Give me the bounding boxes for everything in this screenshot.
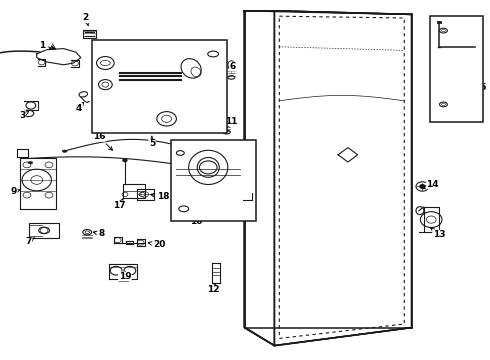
Polygon shape xyxy=(37,49,81,65)
Text: 1: 1 xyxy=(39,40,54,49)
Text: 3: 3 xyxy=(19,111,29,120)
Text: 14: 14 xyxy=(423,180,439,189)
Text: 18: 18 xyxy=(151,192,170,201)
Text: 15: 15 xyxy=(474,83,487,91)
Text: 2: 2 xyxy=(83,13,89,26)
Text: 7: 7 xyxy=(25,238,34,246)
Text: 4: 4 xyxy=(76,102,84,112)
Ellipse shape xyxy=(28,161,33,164)
Text: 11: 11 xyxy=(225,117,238,126)
Text: 6: 6 xyxy=(230,62,236,72)
Text: 8: 8 xyxy=(93,230,104,239)
Bar xyxy=(171,140,256,221)
Text: 10: 10 xyxy=(190,217,202,226)
Text: 12: 12 xyxy=(207,284,220,294)
Bar xyxy=(430,16,483,122)
Ellipse shape xyxy=(213,170,218,172)
Text: 16: 16 xyxy=(93,132,113,150)
Ellipse shape xyxy=(211,154,216,157)
Text: 17: 17 xyxy=(113,198,125,210)
Text: 19: 19 xyxy=(119,271,131,281)
Text: 20: 20 xyxy=(148,240,165,249)
Text: 9: 9 xyxy=(11,187,21,196)
Ellipse shape xyxy=(123,159,127,162)
Text: 13: 13 xyxy=(431,228,445,239)
Text: 5: 5 xyxy=(149,136,155,148)
Ellipse shape xyxy=(62,150,67,153)
Bar xyxy=(92,40,227,133)
Circle shape xyxy=(420,185,425,188)
